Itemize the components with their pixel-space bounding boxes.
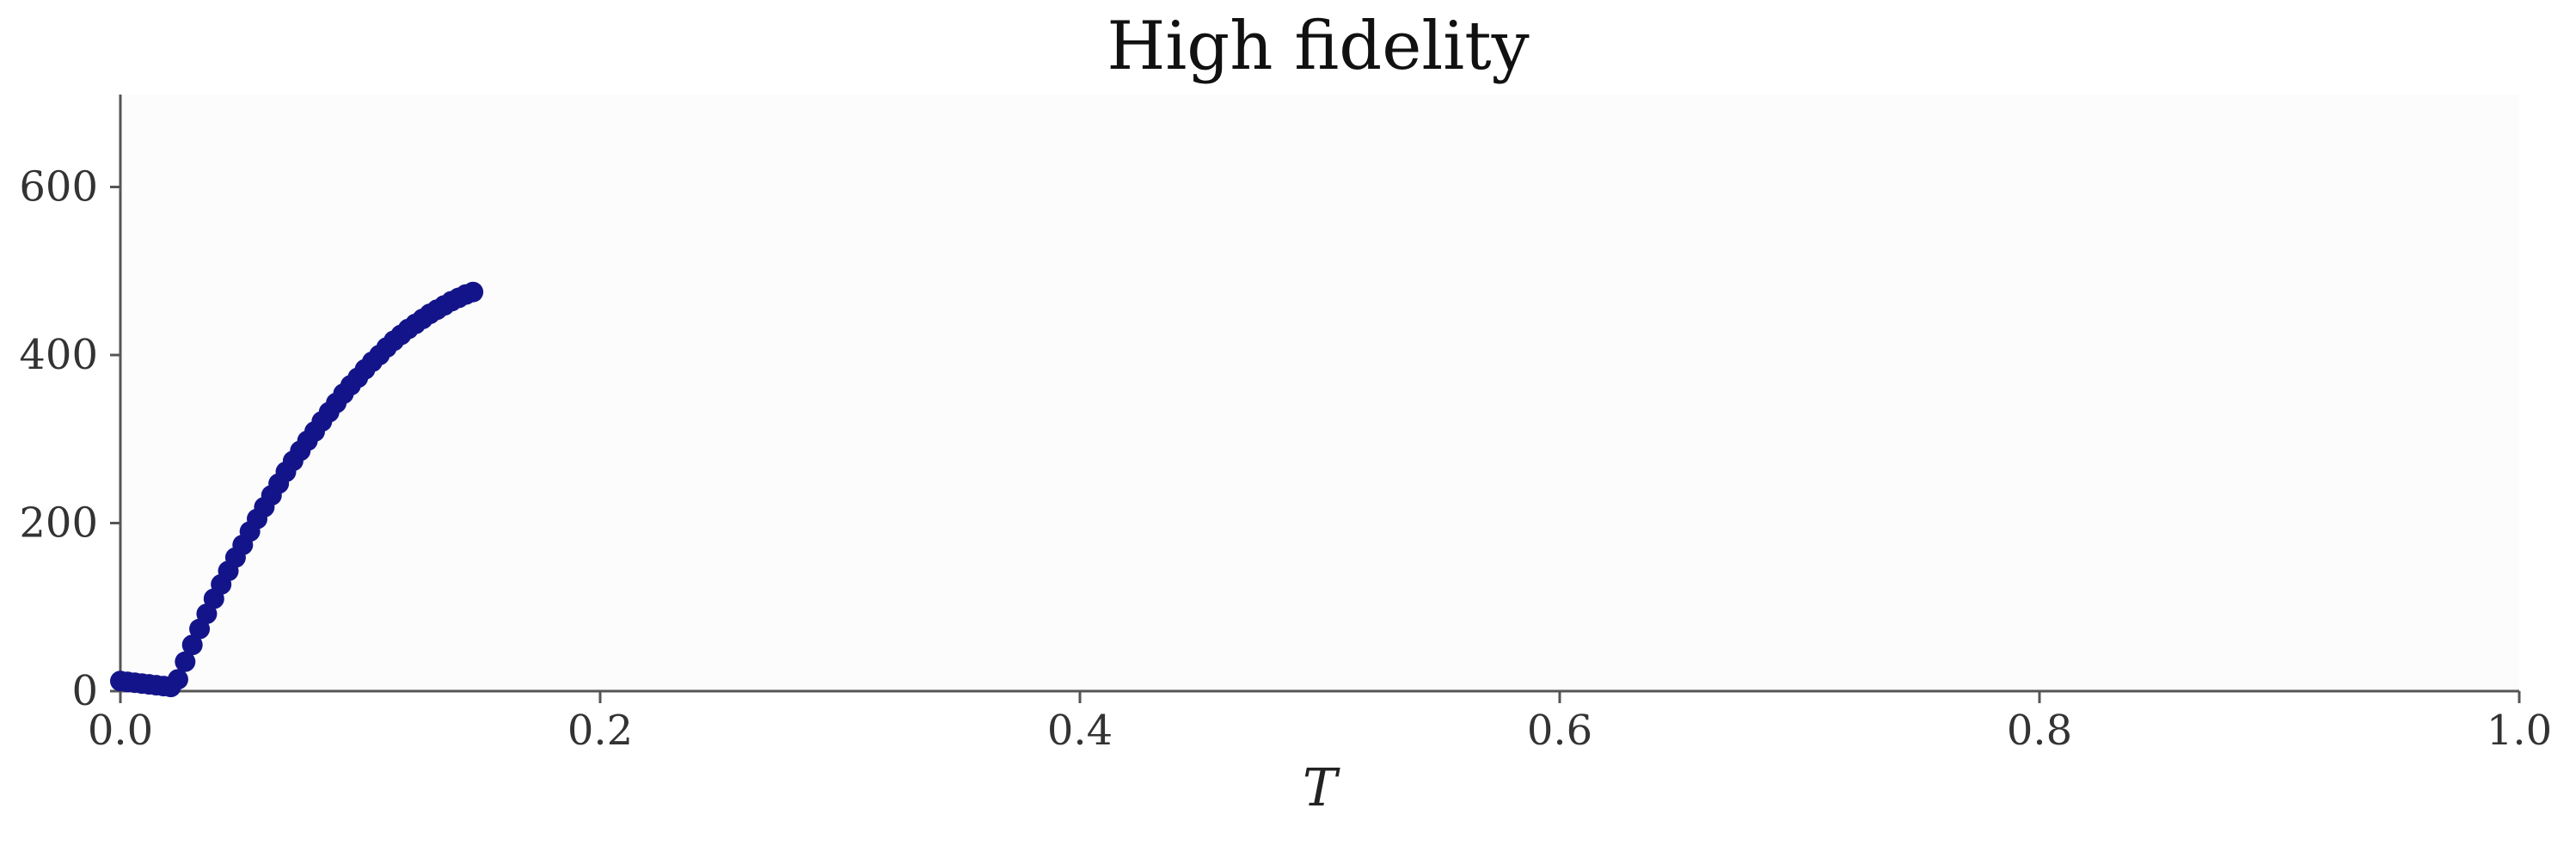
x-tick-label: 0.0 — [88, 707, 153, 755]
data-point — [167, 669, 188, 690]
x-tick-label: 0.8 — [2007, 707, 2072, 755]
x-ticks: 0.0 0.2 0.4 0.6 0.8 1.0 — [88, 691, 2552, 755]
x-axis-label: T — [1303, 758, 1340, 818]
x-tick-label: 0.4 — [1047, 707, 1113, 755]
x-tick-label: 0.6 — [1527, 707, 1592, 755]
data-points — [110, 281, 484, 698]
plot-area — [120, 95, 2519, 691]
y-tick-label: 400 — [19, 331, 98, 379]
x-tick-label: 0.2 — [567, 707, 633, 755]
data-point — [175, 651, 196, 672]
x-tick-label: 1.0 — [2487, 707, 2552, 755]
y-tick-label: 600 — [19, 163, 98, 211]
data-point — [181, 634, 203, 656]
y-tick-label: 200 — [19, 499, 98, 548]
y-ticks: 0 200 400 600 — [19, 163, 120, 715]
data-point — [463, 281, 484, 303]
y-tick-label: 0 — [71, 667, 98, 715]
chart-title: High fidelity — [1107, 8, 1529, 85]
